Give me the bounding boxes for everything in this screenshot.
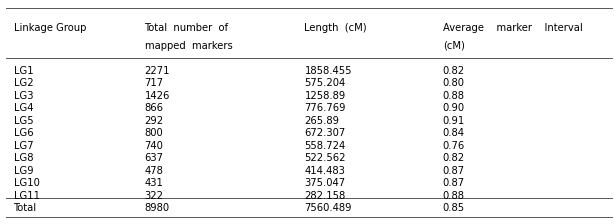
Text: 522.562: 522.562	[304, 153, 346, 163]
Text: LG11: LG11	[14, 191, 39, 201]
Text: LG3: LG3	[14, 91, 33, 101]
Text: 740: 740	[145, 141, 164, 151]
Text: 292: 292	[145, 116, 164, 126]
Text: 558.724: 558.724	[304, 141, 346, 151]
Text: LG4: LG4	[14, 103, 33, 113]
Text: (cM): (cM)	[443, 41, 465, 51]
Text: 0.84: 0.84	[443, 128, 465, 138]
Text: 0.85: 0.85	[443, 203, 465, 213]
Text: Total  number  of: Total number of	[145, 23, 229, 33]
Text: 0.91: 0.91	[443, 116, 465, 126]
Text: 7560.489: 7560.489	[304, 203, 352, 213]
Text: Average    marker    Interval: Average marker Interval	[443, 23, 582, 33]
Text: Length  (cM): Length (cM)	[304, 23, 367, 33]
Text: 575.204: 575.204	[304, 78, 346, 88]
Text: LG7: LG7	[14, 141, 33, 151]
Text: 637: 637	[145, 153, 164, 163]
Text: 375.047: 375.047	[304, 179, 346, 188]
Text: LG10: LG10	[14, 179, 39, 188]
Text: 866: 866	[145, 103, 164, 113]
Text: LG6: LG6	[14, 128, 33, 138]
Text: 0.88: 0.88	[443, 191, 465, 201]
Text: 8980: 8980	[145, 203, 170, 213]
Text: 322: 322	[145, 191, 164, 201]
Text: 282.158: 282.158	[304, 191, 346, 201]
Text: 414.483: 414.483	[304, 166, 345, 176]
Text: LG8: LG8	[14, 153, 33, 163]
Text: 0.76: 0.76	[443, 141, 465, 151]
Text: 0.87: 0.87	[443, 179, 465, 188]
Text: 0.88: 0.88	[443, 91, 465, 101]
Text: 1858.455: 1858.455	[304, 66, 352, 75]
Text: Total: Total	[14, 203, 37, 213]
Text: LG5: LG5	[14, 116, 33, 126]
Text: 0.82: 0.82	[443, 153, 465, 163]
Text: LG9: LG9	[14, 166, 33, 176]
Text: 1426: 1426	[145, 91, 170, 101]
Text: 0.87: 0.87	[443, 166, 465, 176]
Text: 0.82: 0.82	[443, 66, 465, 75]
Text: 0.80: 0.80	[443, 78, 465, 88]
Text: 431: 431	[145, 179, 164, 188]
Text: 717: 717	[145, 78, 164, 88]
Text: mapped  markers: mapped markers	[145, 41, 232, 51]
Text: Linkage Group: Linkage Group	[14, 23, 86, 33]
Text: 2271: 2271	[145, 66, 170, 75]
Text: 800: 800	[145, 128, 163, 138]
Text: 1258.89: 1258.89	[304, 91, 346, 101]
Text: 776.769: 776.769	[304, 103, 346, 113]
Text: 265.89: 265.89	[304, 116, 339, 126]
Text: 0.90: 0.90	[443, 103, 465, 113]
Text: LG1: LG1	[14, 66, 33, 75]
Text: LG2: LG2	[14, 78, 33, 88]
Text: 478: 478	[145, 166, 164, 176]
Text: 672.307: 672.307	[304, 128, 346, 138]
